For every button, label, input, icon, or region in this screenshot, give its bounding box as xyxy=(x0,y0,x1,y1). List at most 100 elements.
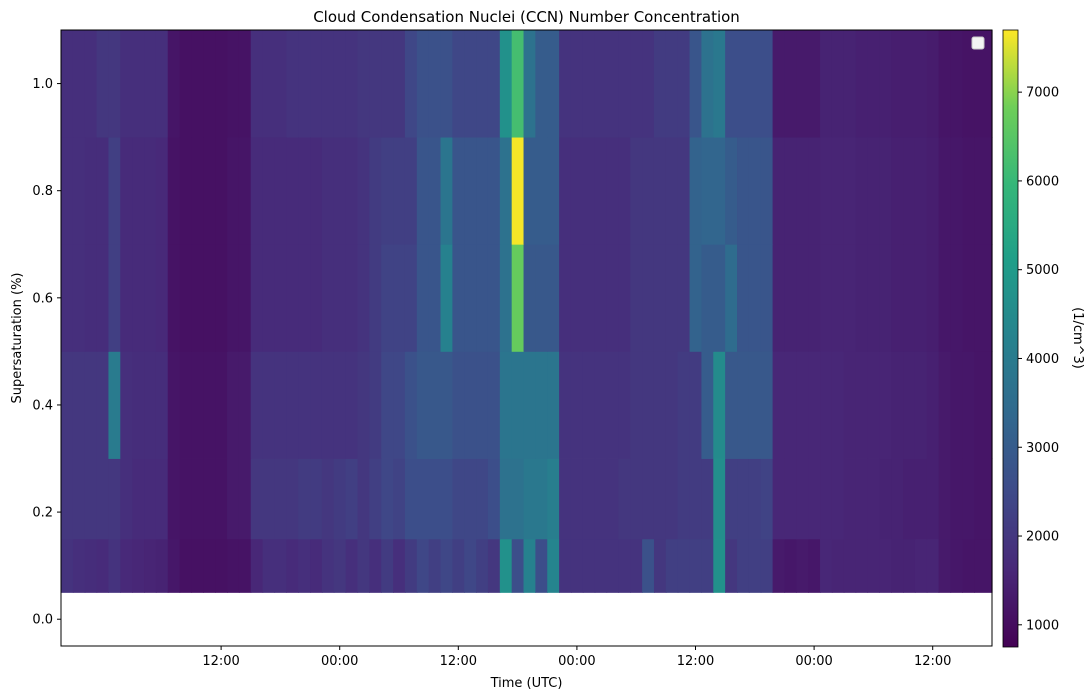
heatmap-cell xyxy=(808,351,821,459)
heatmap-cell xyxy=(381,458,394,540)
heatmap-cell xyxy=(748,244,762,352)
heatmap-cell xyxy=(665,351,679,459)
heatmap-cell xyxy=(476,458,489,540)
heatmap-cell xyxy=(310,351,323,459)
heatmap-cell xyxy=(167,30,181,138)
heatmap-cell xyxy=(144,137,157,245)
heatmap-cell xyxy=(594,351,608,459)
heatmap-cell xyxy=(606,458,620,540)
heatmap-cell xyxy=(760,137,774,245)
heatmap-cell xyxy=(618,458,631,540)
heatmap-cell xyxy=(630,244,643,352)
heatmap-cell xyxy=(61,244,74,352)
heatmap-cell xyxy=(867,458,880,540)
heatmap-cell xyxy=(499,351,513,459)
heatmap-cell xyxy=(796,458,809,540)
heatmap-cell xyxy=(144,244,157,352)
heatmap-cell xyxy=(452,137,465,245)
heatmap-cell xyxy=(298,458,311,540)
heatmap-cell xyxy=(215,244,228,352)
heatmap-cell xyxy=(748,458,762,540)
heatmap-cell xyxy=(760,244,774,352)
plot-frame xyxy=(60,29,993,647)
heatmap-cell xyxy=(416,458,430,540)
heatmap-cell xyxy=(132,458,145,540)
heatmap-cell xyxy=(440,137,453,245)
heatmap-cell xyxy=(903,137,916,245)
heatmap-cell xyxy=(464,244,477,352)
heatmap-cell xyxy=(120,30,133,138)
heatmap-cell xyxy=(381,30,394,138)
heatmap-cell xyxy=(713,351,726,459)
heatmap-cell xyxy=(511,458,525,540)
heatmap-cell xyxy=(298,538,311,593)
heatmap-cell xyxy=(357,244,370,352)
heatmap-cell xyxy=(274,538,287,593)
heatmap-cell xyxy=(262,30,276,138)
heatmap-cell xyxy=(321,30,335,138)
heatmap-cell xyxy=(179,538,193,593)
heatmap-cell xyxy=(677,137,691,245)
colorbar-tick-label: 3000 xyxy=(1026,441,1059,456)
heatmap-cell xyxy=(642,137,655,245)
heatmap-cell xyxy=(369,351,382,459)
heatmap-cell xyxy=(404,244,418,352)
heatmap-cell xyxy=(321,351,335,459)
heatmap-cell xyxy=(820,351,833,459)
heatmap-cell xyxy=(903,538,916,593)
heatmap-cell xyxy=(381,137,394,245)
heatmap-cell xyxy=(701,538,714,593)
heatmap-cell xyxy=(962,30,975,138)
heatmap-cell xyxy=(665,538,679,593)
heatmap-cell xyxy=(499,30,513,138)
heatmap-cell xyxy=(701,351,714,459)
colorbar-tick-label: 6000 xyxy=(1026,174,1059,189)
heatmap-cell xyxy=(760,30,774,138)
heatmap-cell xyxy=(499,244,513,352)
heatmap-cell xyxy=(96,458,110,540)
heatmap-cell xyxy=(298,351,311,459)
heatmap-cell xyxy=(144,351,157,459)
heatmap-cell xyxy=(203,458,216,540)
heatmap-cell xyxy=(713,538,726,593)
heatmap-cell xyxy=(487,458,501,540)
y-tick-label: 0.4 xyxy=(32,398,53,413)
heatmap-cell xyxy=(61,458,74,540)
heatmap-cell xyxy=(891,30,904,138)
heatmap-cell xyxy=(428,458,442,540)
heatmap-cell xyxy=(238,137,252,245)
heatmap-cell xyxy=(108,458,121,540)
heatmap-cell xyxy=(701,244,714,352)
heatmap-cell xyxy=(179,137,193,245)
heatmap-cell xyxy=(606,137,620,245)
y-axis-label: Supersaturation (%) xyxy=(10,272,25,403)
heatmap-cell xyxy=(321,458,335,540)
heatmap-cell xyxy=(926,244,940,352)
heatmap-cell xyxy=(167,137,181,245)
heatmap-cell xyxy=(298,30,311,138)
heatmap-cell xyxy=(796,244,809,352)
heatmap-cell xyxy=(748,538,762,593)
colorbar-tick-label: 5000 xyxy=(1026,263,1059,278)
heatmap-cell xyxy=(808,244,821,352)
heatmap-cell xyxy=(310,30,323,138)
heatmap-cell xyxy=(903,458,916,540)
heatmap-cell xyxy=(547,30,560,138)
heatmap-cell xyxy=(440,30,453,138)
heatmap-cell xyxy=(262,244,276,352)
heatmap-cell xyxy=(191,538,204,593)
heatmap-cell xyxy=(191,244,204,352)
x-tick-label: 12:00 xyxy=(677,654,714,669)
heatmap-cell xyxy=(369,458,382,540)
heatmap-cell xyxy=(203,30,216,138)
heatmap-cell xyxy=(215,458,228,540)
heatmap-cell xyxy=(618,351,631,459)
heatmap-cell xyxy=(262,538,276,593)
heatmap-cell xyxy=(891,244,904,352)
heatmap-cell xyxy=(784,137,797,245)
heatmap-cell xyxy=(820,244,833,352)
heatmap-cell xyxy=(926,538,940,593)
heatmap-cell xyxy=(132,137,145,245)
heatmap-cell xyxy=(630,351,643,459)
heatmap-cell xyxy=(227,538,240,593)
